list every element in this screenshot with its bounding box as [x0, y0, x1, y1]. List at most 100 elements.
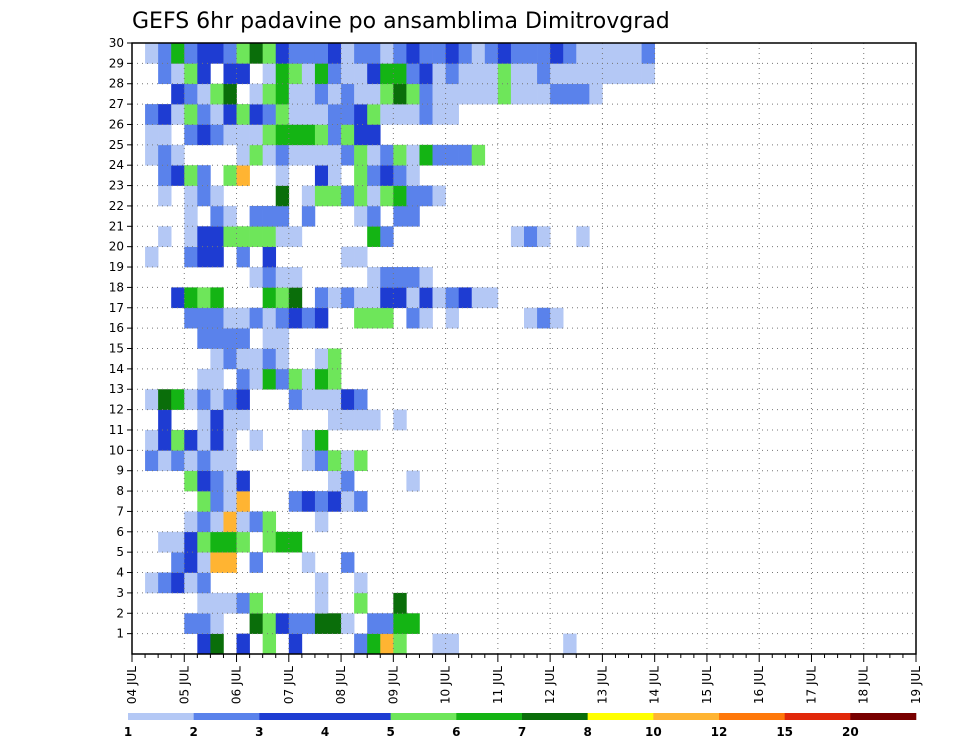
colorbar: 1 2 3 4 5 6 7 8 10 12 15 20	[124, 713, 917, 739]
y-tick-label: 6	[116, 525, 124, 539]
heatmap-cell	[184, 83, 198, 105]
heatmap-cell	[288, 144, 303, 166]
heatmap-cell	[393, 613, 407, 634]
heatmap-cell	[406, 307, 420, 329]
heatmap-cell	[341, 287, 355, 309]
colorbar-label: 2	[189, 725, 197, 739]
heatmap-cell	[197, 307, 211, 329]
heatmap-cell	[328, 491, 342, 512]
heatmap-cell	[367, 124, 381, 146]
colorbar-swatch	[719, 713, 785, 720]
heatmap-cell	[393, 409, 407, 431]
heatmap-cell	[328, 144, 342, 166]
heatmap-cell	[197, 531, 211, 553]
x-tick-label: 17 JUL	[804, 666, 818, 704]
heatmap-cell	[275, 104, 290, 125]
heatmap-cell	[197, 552, 211, 573]
heatmap-cell	[445, 104, 459, 125]
x-tick-label: 16 JUL	[752, 666, 766, 704]
heatmap-cell	[393, 185, 407, 207]
heatmap-cell	[262, 246, 277, 268]
heatmap-cell	[341, 246, 355, 268]
heatmap-cell	[301, 450, 316, 471]
y-axis: 1234567891011121314151617181920212223242…	[109, 36, 132, 641]
heatmap-cell	[197, 470, 211, 492]
heatmap-cell	[393, 43, 407, 64]
heatmap-cell	[301, 389, 316, 410]
heatmap-cell	[602, 43, 616, 64]
heatmap-cell	[458, 144, 473, 166]
heatmap-cell	[406, 63, 420, 85]
heatmap-cell	[288, 368, 303, 390]
heatmap-cell	[380, 287, 394, 309]
heatmap-cell	[288, 491, 303, 512]
colorbar-label: 6	[452, 725, 460, 739]
heatmap-cell	[432, 144, 446, 166]
heatmap-cell	[380, 633, 394, 655]
y-tick-label: 15	[109, 342, 124, 356]
heatmap-cell	[249, 83, 263, 105]
heatmap-cell	[184, 389, 198, 410]
heatmap-cell	[354, 389, 368, 410]
heatmap-cell	[197, 409, 211, 431]
heatmap-cell	[288, 531, 303, 553]
heatmap-cell	[275, 63, 290, 85]
heatmap-cell	[314, 307, 329, 329]
y-tick-label: 26	[109, 117, 124, 131]
x-tick-label: 09 JUL	[386, 666, 400, 704]
heatmap-cell	[275, 165, 290, 186]
heatmap-cell	[406, 470, 420, 492]
heatmap-cell	[210, 613, 224, 634]
heatmap-cell	[550, 43, 564, 64]
y-tick-label: 1	[116, 627, 124, 641]
heatmap-cell	[341, 185, 355, 207]
y-tick-label: 28	[109, 77, 124, 91]
heatmap-cell	[197, 104, 211, 125]
heatmap-cell	[367, 144, 381, 166]
heatmap-cell	[458, 43, 473, 64]
heatmap-cell	[210, 226, 224, 247]
colorbar-swatch	[128, 713, 194, 720]
heatmap-cell	[432, 43, 446, 64]
heatmap-cell	[223, 491, 237, 512]
heatmap-cell	[615, 63, 629, 85]
heatmap-cell	[419, 43, 433, 64]
heatmap-cell	[484, 83, 499, 105]
heatmap-cell	[210, 368, 224, 390]
heatmap-cell	[354, 450, 368, 471]
heatmap-cell	[275, 267, 290, 288]
heatmap-cell	[301, 124, 316, 146]
heatmap-cell	[458, 287, 473, 309]
heatmap-cell	[393, 63, 407, 85]
colorbar-swatch	[850, 713, 917, 720]
heatmap-cell	[158, 63, 172, 85]
y-tick-label: 25	[109, 138, 124, 152]
heatmap-cell	[328, 409, 342, 431]
heatmap-cell	[406, 267, 420, 288]
heatmap-cell	[341, 552, 355, 573]
heatmap-cell	[223, 592, 237, 614]
heatmap-cell	[197, 246, 211, 268]
heatmap-cell	[223, 348, 237, 370]
heatmap-cell	[158, 389, 172, 410]
colorbar-swatch	[325, 713, 391, 720]
heatmap-cell	[197, 43, 211, 64]
heatmap-cell	[314, 613, 329, 634]
heatmap-cell	[406, 185, 420, 207]
y-tick-label: 18	[109, 280, 124, 294]
heatmap-cell	[380, 43, 394, 64]
heatmap-cell	[301, 104, 316, 125]
heatmap-cell	[367, 267, 381, 288]
heatmap-cell	[171, 531, 185, 553]
heatmap-cell	[275, 205, 290, 227]
y-tick-label: 3	[116, 586, 124, 600]
heatmap-cell	[419, 267, 433, 288]
colorbar-swatch	[390, 713, 457, 720]
heatmap-cell	[367, 104, 381, 125]
heatmap-cell	[524, 226, 538, 247]
y-tick-label: 17	[109, 301, 124, 315]
heatmap-cell	[341, 613, 355, 634]
heatmap-cell	[197, 633, 211, 655]
heatmap-cell	[524, 63, 538, 85]
heatmap-cell	[236, 633, 250, 655]
